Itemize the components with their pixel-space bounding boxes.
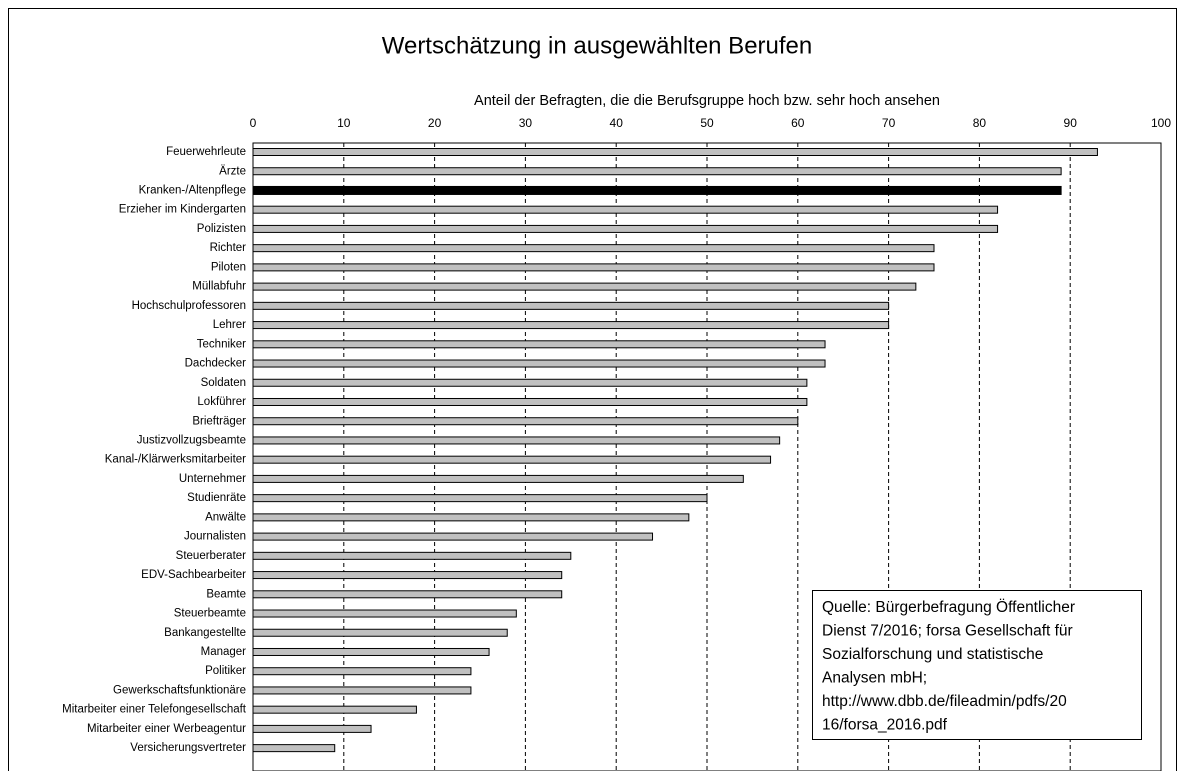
- y-tick-label: Hochschulprofessoren: [132, 300, 246, 312]
- y-tick-label: Richter: [210, 242, 247, 254]
- x-tick-label: 90: [1064, 116, 1078, 130]
- bar: [252, 263, 935, 272]
- bar: [252, 224, 999, 233]
- y-tick-label: Unternehmer: [179, 473, 246, 485]
- y-tick-label: Studienräte: [187, 492, 246, 504]
- bar: [252, 724, 372, 733]
- x-tick-label: 0: [250, 116, 257, 130]
- y-tick-label: Kanal-/Klärwerksmitarbeiter: [105, 454, 246, 466]
- x-tick-label: 80: [973, 116, 987, 130]
- bar: [252, 628, 508, 637]
- bar: [252, 551, 572, 560]
- annotation-text: http://www.dbb.de/fileadmin/pdfs/20: [822, 693, 1067, 710]
- x-tick-label: 100: [1151, 116, 1171, 130]
- y-tick-label: Ärzte: [219, 165, 246, 177]
- annotation-text: 16/forsa_2016.pdf: [822, 717, 948, 734]
- bar: [252, 705, 417, 714]
- y-tick-label: Justizvollzugsbeamte: [137, 434, 246, 446]
- x-tick-label: 10: [337, 116, 351, 130]
- y-tick-label: Anwälte: [205, 511, 246, 523]
- bar: [252, 513, 690, 522]
- bar: [252, 359, 826, 368]
- y-tick-label: Lokführer: [197, 396, 246, 408]
- annotation-box: [812, 590, 1142, 740]
- chart-frame: [8, 8, 1177, 771]
- y-tick-label: Manager: [201, 646, 247, 658]
- y-tick-label: Mitarbeiter einer Telefongesellschaft: [62, 704, 247, 716]
- bar: [252, 185, 1062, 195]
- y-tick-label: Briefträger: [192, 415, 246, 427]
- x-axis-label: Anteil der Befragten, die die Berufsgrup…: [474, 93, 940, 109]
- bar: [252, 417, 799, 426]
- bar: [252, 436, 781, 445]
- bar: [252, 590, 563, 599]
- bar: [252, 167, 1062, 176]
- y-tick-label: Gewerkschaftsfunktionäre: [113, 684, 246, 696]
- y-tick-label: Versicherungsvertreter: [130, 742, 246, 754]
- y-tick-label: Mitarbeiter einer Werbeagentur: [87, 723, 246, 735]
- x-tick-label: 60: [791, 116, 805, 130]
- bar: [252, 301, 890, 310]
- y-tick-label: Techniker: [197, 338, 246, 350]
- bar: [252, 148, 1098, 156]
- y-tick-label: Kranken-/Altenpflege: [139, 184, 246, 196]
- y-tick-label: Dachdecker: [185, 358, 247, 370]
- bar: [252, 532, 654, 541]
- y-tick-label: Politiker: [205, 665, 246, 677]
- y-tick-label: Steuerbeamte: [174, 608, 246, 620]
- bar: [252, 647, 490, 656]
- annotation-text: Quelle: Bürgerbefragung Öffentlicher: [822, 598, 1075, 616]
- y-tick-label: EDV-Sachbearbeiter: [141, 569, 246, 581]
- bar: [252, 205, 999, 214]
- annotation-text: Dienst 7/2016; forsa Gesellschaft für: [822, 623, 1073, 640]
- bar: [252, 667, 472, 676]
- x-tick-label: 70: [882, 116, 896, 130]
- x-tick-label: 30: [519, 116, 533, 130]
- y-tick-label: Erzieher im Kindergarten: [119, 204, 246, 216]
- bar: [252, 474, 744, 483]
- bar: [252, 378, 808, 387]
- bar: [252, 494, 708, 503]
- bar: [252, 321, 890, 330]
- y-tick-label: Müllabfuhr: [192, 281, 246, 293]
- y-tick-label: Steuerberater: [176, 550, 246, 562]
- x-tick-label: 20: [428, 116, 442, 130]
- bar: [252, 609, 517, 618]
- x-tick-label: 40: [610, 116, 624, 130]
- bar: [252, 455, 772, 464]
- bar: [252, 282, 917, 291]
- bar: [252, 744, 336, 753]
- x-tick-label: 50: [700, 116, 714, 130]
- bar: [252, 571, 563, 580]
- annotation-text: Sozialforschung und statistische: [822, 646, 1043, 663]
- annotation-text: Analysen mbH;: [822, 670, 927, 687]
- bar: [252, 686, 472, 695]
- y-tick-label: Journalisten: [184, 531, 246, 543]
- y-tick-label: Soldaten: [201, 377, 246, 389]
- bar: [252, 244, 935, 253]
- chart-title: Wertschätzung in ausgewählten Berufen: [382, 32, 813, 59]
- y-tick-label: Polizisten: [197, 223, 246, 235]
- bar: [252, 340, 826, 349]
- y-tick-label: Bankangestellte: [164, 627, 246, 639]
- bar: [252, 397, 808, 406]
- y-tick-label: Piloten: [211, 261, 246, 273]
- y-tick-label: Feuerwehrleute: [166, 146, 246, 158]
- y-tick-label: Beamte: [206, 588, 246, 600]
- y-tick-label: Lehrer: [213, 319, 246, 331]
